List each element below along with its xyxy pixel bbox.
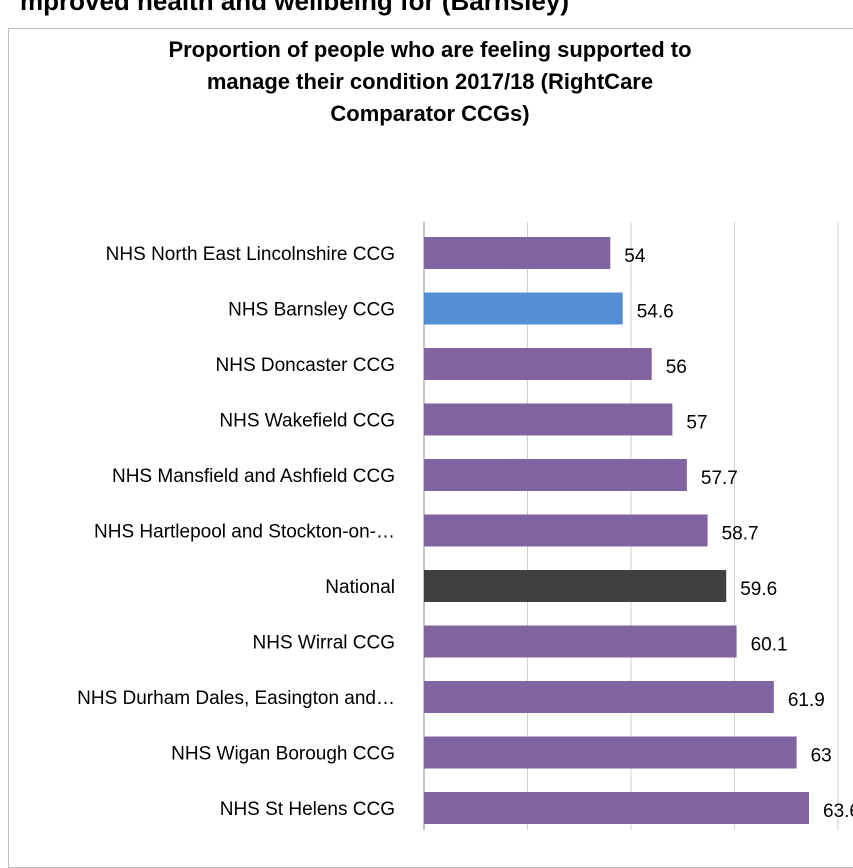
bar bbox=[424, 792, 810, 824]
bar bbox=[424, 403, 673, 436]
chart-title: Proportion of people who are feeling sup… bbox=[60, 34, 800, 130]
bar bbox=[424, 292, 623, 325]
chart-title-line-3: Comparator CCGs) bbox=[330, 101, 530, 126]
category-label: NHS Doncaster CCG bbox=[216, 355, 396, 376]
data-label: 54 bbox=[624, 246, 646, 267]
category-label: NHS St Helens CCG bbox=[220, 799, 395, 820]
category-label: NHS Barnsley CCG bbox=[228, 300, 395, 321]
bars bbox=[424, 237, 810, 824]
category-label: NHS Wirral CCG bbox=[253, 633, 396, 654]
data-label: 63 bbox=[811, 746, 832, 767]
data-label: 58.7 bbox=[722, 524, 759, 545]
data-label: 57.7 bbox=[701, 468, 738, 489]
page-heading-fragment: mproved health and wellbeing for (Barnsl… bbox=[20, 0, 569, 16]
data-label: 63.6 bbox=[823, 801, 853, 822]
bar bbox=[424, 736, 797, 769]
category-label: NHS Mansfield and Ashfield CCG bbox=[112, 466, 395, 487]
data-label: 61.9 bbox=[788, 690, 825, 711]
bar bbox=[424, 570, 727, 602]
bar bbox=[424, 348, 652, 380]
category-labels: NHS North East Lincolnshire CCG NHS Barns… bbox=[77, 244, 395, 820]
category-label: NHS Hartlepool and Stockton-on-… bbox=[94, 522, 395, 543]
bar bbox=[424, 237, 611, 269]
data-label: 59.6 bbox=[740, 579, 777, 600]
bar bbox=[424, 459, 687, 491]
data-label: 57 bbox=[686, 413, 707, 434]
chart-title-line-1: Proportion of people who are feeling sup… bbox=[168, 37, 692, 62]
data-label: 60.1 bbox=[751, 635, 788, 656]
chart-title-line-2: manage their condition 2017/18 (RightCar… bbox=[206, 69, 654, 94]
value-labels: 54 54.6 56 57 57.7 58.7 59.6 60.1 61.9 63 63.6 bbox=[624, 246, 853, 822]
data-label: 56 bbox=[666, 357, 687, 378]
bar bbox=[424, 625, 737, 658]
bar bbox=[424, 681, 774, 713]
category-label: NHS North East Lincolnshire CCG bbox=[106, 244, 395, 265]
category-label: NHS Durham Dales, Easington and… bbox=[77, 688, 395, 709]
category-label: NHS Wigan Borough CCG bbox=[171, 744, 395, 765]
bar bbox=[424, 514, 708, 547]
category-label: National bbox=[325, 577, 395, 598]
category-label: NHS Wakefield CCG bbox=[219, 411, 395, 432]
data-label: 54.6 bbox=[637, 302, 674, 323]
